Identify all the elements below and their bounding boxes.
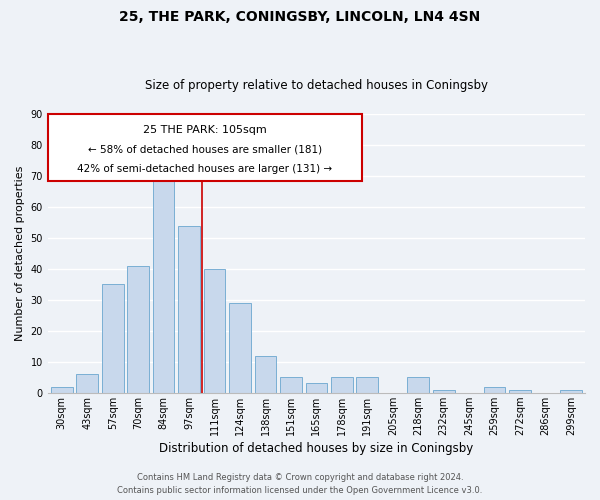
- Bar: [280, 378, 302, 393]
- X-axis label: Distribution of detached houses by size in Coningsby: Distribution of detached houses by size …: [159, 442, 473, 455]
- FancyBboxPatch shape: [48, 114, 362, 181]
- Bar: [433, 390, 455, 393]
- Bar: [102, 284, 124, 393]
- Bar: [204, 269, 226, 393]
- Text: 25, THE PARK, CONINGSBY, LINCOLN, LN4 4SN: 25, THE PARK, CONINGSBY, LINCOLN, LN4 4S…: [119, 10, 481, 24]
- Text: ← 58% of detached houses are smaller (181): ← 58% of detached houses are smaller (18…: [88, 144, 322, 154]
- Text: Contains HM Land Registry data © Crown copyright and database right 2024.
Contai: Contains HM Land Registry data © Crown c…: [118, 473, 482, 495]
- Bar: [331, 378, 353, 393]
- Bar: [76, 374, 98, 393]
- Bar: [407, 378, 429, 393]
- Bar: [127, 266, 149, 393]
- Bar: [229, 303, 251, 393]
- Bar: [51, 386, 73, 393]
- Bar: [254, 356, 276, 393]
- Y-axis label: Number of detached properties: Number of detached properties: [15, 166, 25, 341]
- Bar: [178, 226, 200, 393]
- Bar: [305, 384, 327, 393]
- Title: Size of property relative to detached houses in Coningsby: Size of property relative to detached ho…: [145, 79, 488, 92]
- Bar: [560, 390, 582, 393]
- Bar: [509, 390, 531, 393]
- Bar: [153, 176, 175, 393]
- Text: 42% of semi-detached houses are larger (131) →: 42% of semi-detached houses are larger (…: [77, 164, 332, 174]
- Bar: [356, 378, 378, 393]
- Text: 25 THE PARK: 105sqm: 25 THE PARK: 105sqm: [143, 125, 267, 135]
- Bar: [484, 386, 505, 393]
